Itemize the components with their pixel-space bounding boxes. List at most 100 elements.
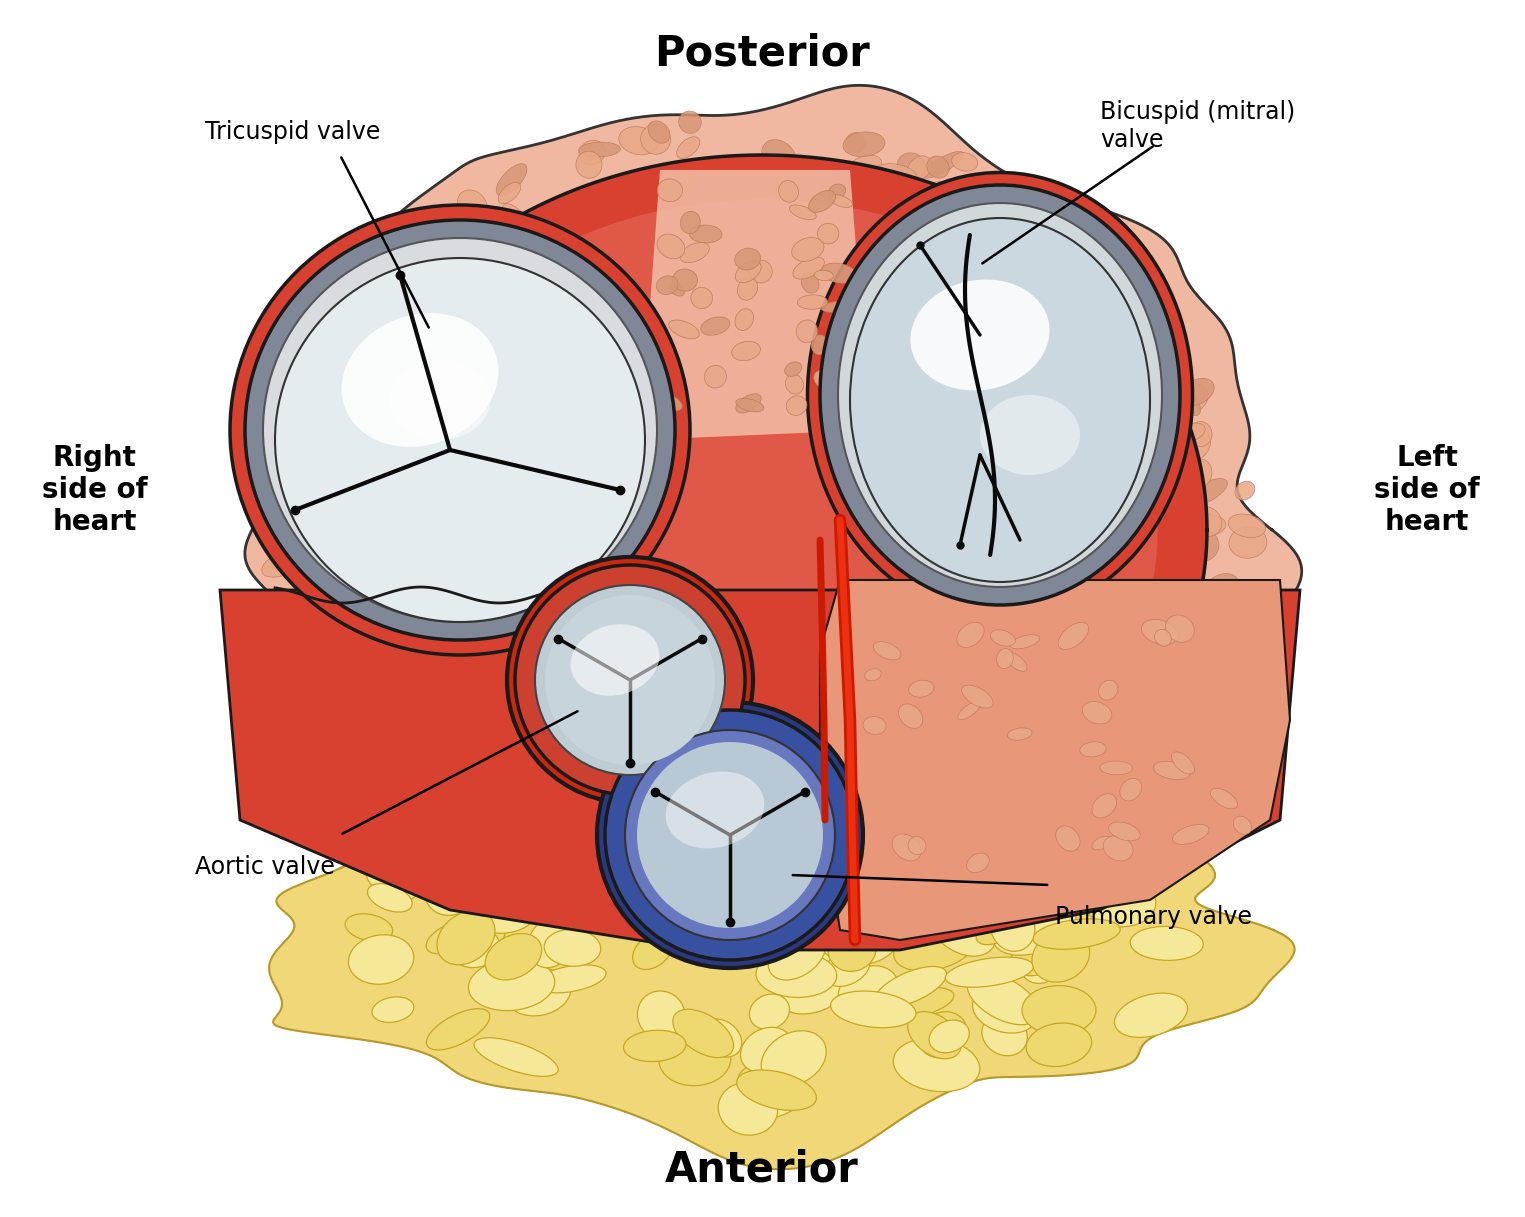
Ellipse shape xyxy=(967,853,990,873)
Ellipse shape xyxy=(703,871,744,907)
Ellipse shape xyxy=(907,1011,961,1059)
Ellipse shape xyxy=(1109,335,1141,365)
Ellipse shape xyxy=(790,204,816,220)
Ellipse shape xyxy=(544,930,601,966)
Ellipse shape xyxy=(1211,789,1237,809)
Ellipse shape xyxy=(474,1038,558,1076)
Ellipse shape xyxy=(1168,544,1200,568)
Ellipse shape xyxy=(1171,752,1194,774)
Ellipse shape xyxy=(459,811,482,834)
Ellipse shape xyxy=(921,194,955,211)
Ellipse shape xyxy=(509,846,535,875)
Ellipse shape xyxy=(941,181,979,200)
Ellipse shape xyxy=(544,791,584,828)
Ellipse shape xyxy=(779,786,857,829)
Ellipse shape xyxy=(274,258,645,622)
Ellipse shape xyxy=(1118,692,1142,713)
Ellipse shape xyxy=(1083,876,1156,927)
Ellipse shape xyxy=(946,957,1034,987)
Ellipse shape xyxy=(349,668,384,699)
Ellipse shape xyxy=(787,854,811,879)
Ellipse shape xyxy=(706,768,770,811)
Ellipse shape xyxy=(828,184,845,198)
Ellipse shape xyxy=(1083,701,1112,724)
Ellipse shape xyxy=(458,190,486,220)
Ellipse shape xyxy=(448,223,471,247)
Ellipse shape xyxy=(427,1009,490,1050)
Ellipse shape xyxy=(262,550,305,577)
Ellipse shape xyxy=(633,933,673,970)
Ellipse shape xyxy=(865,668,881,680)
Ellipse shape xyxy=(1010,635,1040,649)
Ellipse shape xyxy=(830,195,852,207)
Ellipse shape xyxy=(962,685,993,708)
Ellipse shape xyxy=(1185,514,1226,537)
Ellipse shape xyxy=(360,710,381,729)
Polygon shape xyxy=(236,85,1302,933)
Ellipse shape xyxy=(746,1058,782,1090)
Text: Tricuspid valve: Tricuspid valve xyxy=(204,120,380,144)
Ellipse shape xyxy=(1060,848,1139,905)
Ellipse shape xyxy=(801,273,819,293)
Ellipse shape xyxy=(425,868,476,915)
Ellipse shape xyxy=(534,826,612,868)
Ellipse shape xyxy=(741,884,819,935)
Ellipse shape xyxy=(659,1033,730,1086)
Ellipse shape xyxy=(1025,212,1052,242)
Ellipse shape xyxy=(875,892,898,922)
Ellipse shape xyxy=(505,969,570,1016)
Ellipse shape xyxy=(1031,254,1068,290)
Ellipse shape xyxy=(392,724,439,757)
Ellipse shape xyxy=(551,842,634,893)
Ellipse shape xyxy=(953,849,984,868)
Ellipse shape xyxy=(700,316,730,335)
Ellipse shape xyxy=(749,994,790,1030)
Ellipse shape xyxy=(1124,694,1157,719)
Ellipse shape xyxy=(665,738,735,795)
Ellipse shape xyxy=(1171,666,1199,696)
Ellipse shape xyxy=(952,152,978,172)
Ellipse shape xyxy=(796,320,817,342)
Ellipse shape xyxy=(1154,629,1171,646)
Ellipse shape xyxy=(996,649,1013,668)
Ellipse shape xyxy=(1142,619,1179,645)
Polygon shape xyxy=(268,722,1295,1170)
Text: Right
side of
heart: Right side of heart xyxy=(43,444,148,537)
Ellipse shape xyxy=(833,864,900,919)
Ellipse shape xyxy=(793,863,836,915)
Ellipse shape xyxy=(884,885,932,927)
Ellipse shape xyxy=(808,191,836,213)
Ellipse shape xyxy=(587,186,615,214)
Ellipse shape xyxy=(910,280,1049,391)
Text: Posterior: Posterior xyxy=(654,32,869,74)
Ellipse shape xyxy=(348,402,386,424)
Ellipse shape xyxy=(781,974,845,1014)
Ellipse shape xyxy=(578,142,621,157)
Ellipse shape xyxy=(384,700,409,727)
Ellipse shape xyxy=(817,916,889,950)
Circle shape xyxy=(637,742,824,929)
Ellipse shape xyxy=(368,884,412,912)
Ellipse shape xyxy=(1130,926,1203,960)
Ellipse shape xyxy=(468,959,555,1010)
Ellipse shape xyxy=(666,772,764,848)
Ellipse shape xyxy=(1025,776,1066,801)
Ellipse shape xyxy=(329,439,349,459)
Ellipse shape xyxy=(871,163,918,190)
Ellipse shape xyxy=(973,987,1037,1033)
Ellipse shape xyxy=(692,897,729,930)
Ellipse shape xyxy=(364,312,393,337)
Ellipse shape xyxy=(822,263,857,284)
Ellipse shape xyxy=(390,360,490,441)
Ellipse shape xyxy=(1179,378,1214,405)
Ellipse shape xyxy=(737,394,761,413)
Ellipse shape xyxy=(689,919,729,950)
Ellipse shape xyxy=(1116,666,1162,696)
Ellipse shape xyxy=(346,684,372,713)
Ellipse shape xyxy=(375,325,413,359)
Ellipse shape xyxy=(785,361,802,376)
Ellipse shape xyxy=(1161,595,1193,612)
Ellipse shape xyxy=(808,173,1193,617)
Ellipse shape xyxy=(924,181,958,213)
Ellipse shape xyxy=(1186,478,1228,505)
